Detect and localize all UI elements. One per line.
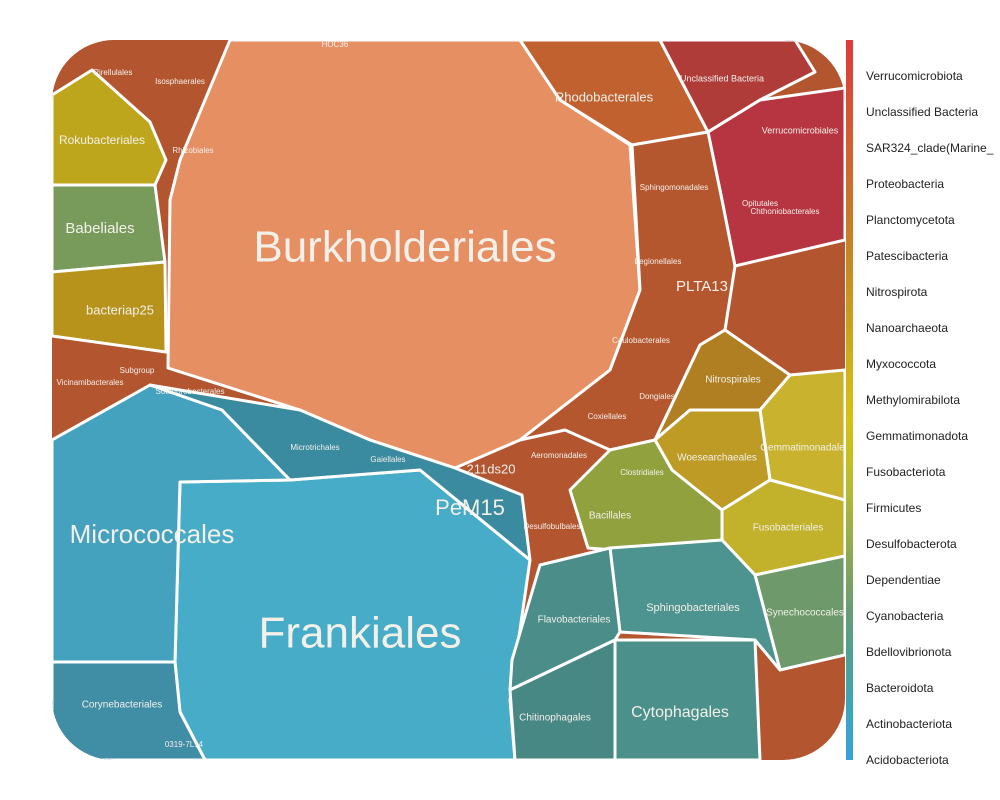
cell-label: Gemmatimonadales bbox=[760, 443, 849, 454]
legend-label: Actinobacteriota bbox=[866, 717, 952, 731]
cell bbox=[613, 638, 762, 760]
small-label: Pirellulales bbox=[94, 68, 133, 77]
cell bbox=[508, 638, 617, 760]
cell bbox=[52, 68, 168, 187]
small-label: Solirubrobacterales bbox=[156, 387, 225, 396]
cell-label: Rhodobacterales bbox=[555, 89, 654, 104]
cell-label: Flavobacteriales bbox=[538, 615, 611, 626]
small-label: Sphingomonadales bbox=[640, 183, 709, 192]
legend-label: Proteobacteria bbox=[866, 177, 944, 191]
cell bbox=[52, 260, 168, 354]
legend-label: SAR324_clade(Marine_ bbox=[866, 141, 994, 155]
cell bbox=[52, 660, 207, 760]
legend-label: Desulfobacterota bbox=[866, 537, 957, 551]
legend-label: Dependentiae bbox=[866, 573, 941, 587]
small-label: 211ds20 bbox=[467, 461, 516, 476]
small-label: Clostridiales bbox=[620, 468, 664, 477]
cell-label: Woesearchaeales bbox=[677, 453, 757, 464]
small-label: Rhizobiales bbox=[172, 146, 213, 155]
legend-label: Bdellovibrionota bbox=[866, 645, 952, 659]
small-label: Microtrichales bbox=[290, 443, 339, 452]
small-label: Vicinamibacterales bbox=[57, 378, 124, 387]
cell-label: Frankiales bbox=[259, 609, 462, 658]
cell-label: bacteriap25 bbox=[86, 302, 154, 317]
small-label: 0319-7L14 bbox=[165, 740, 204, 749]
legend-label: Nanoarchaeota bbox=[866, 321, 948, 335]
labels: Burkholderiales Frankiales Micrococcales Co… bbox=[57, 40, 850, 749]
small-label: Legionellales bbox=[635, 257, 682, 266]
legend-label: Verrucomicrobiota bbox=[866, 69, 963, 83]
cell-label: Micrococcales bbox=[70, 519, 235, 549]
cell-label: Unclassified Bacteria bbox=[680, 73, 764, 83]
legend-label: Firmicutes bbox=[866, 501, 921, 515]
cell-label: Bacillales bbox=[589, 511, 631, 522]
legend-label: Gemmatimonadota bbox=[866, 429, 968, 443]
small-label: Aeromonadales bbox=[531, 451, 587, 460]
legend-bar bbox=[846, 40, 853, 760]
cell-label: Chitinophagales bbox=[519, 713, 591, 724]
cells bbox=[52, 40, 845, 760]
small-label: Chthoniobacterales bbox=[751, 207, 820, 216]
legend-label: Patescibacteria bbox=[866, 249, 948, 263]
cell-label: Rokubacteriales bbox=[59, 133, 145, 147]
cell-label: Cytophagales bbox=[631, 704, 729, 721]
small-label: HOC36 bbox=[322, 40, 349, 49]
legend-label: Nitrospirota bbox=[866, 285, 928, 299]
legend-label: Planctomycetota bbox=[866, 213, 955, 227]
legend-label: Fusobacteriota bbox=[866, 465, 946, 479]
small-label: Dongiales bbox=[639, 392, 675, 401]
cell-label: PLTA13 bbox=[676, 278, 728, 295]
small-label: Desulfobulbales bbox=[524, 522, 581, 531]
small-label: Opitutales bbox=[742, 199, 778, 208]
legend-label: Bacteroidota bbox=[866, 681, 934, 695]
small-label: Isosphaerales bbox=[155, 77, 205, 86]
cell-label: Babeliales bbox=[65, 220, 134, 237]
cell-label: Synechococcales bbox=[766, 608, 844, 619]
legend-label: Myxococcota bbox=[866, 357, 936, 371]
small-label: Caulobacterales bbox=[612, 336, 670, 345]
small-label: Coxiellales bbox=[588, 412, 627, 421]
small-label: Subgroup bbox=[120, 366, 155, 375]
cell bbox=[148, 383, 532, 562]
legend-label: Unclassified Bacteria bbox=[866, 105, 978, 119]
cell bbox=[658, 40, 817, 134]
legend: Verrucomicrobiota Unclassified Bacteria SA… bbox=[866, 69, 994, 767]
legend-label: Cyanobacteria bbox=[866, 609, 944, 623]
cell-label: Corynebacteriales bbox=[82, 700, 163, 711]
legend-label: Methylomirabilota bbox=[866, 393, 960, 407]
cell-label: Sphingobacteriales bbox=[646, 602, 740, 614]
legend-label: Acidobacteriota bbox=[866, 753, 949, 767]
cell-label: Fusobacteriales bbox=[753, 523, 824, 534]
cell-label: PeM15 bbox=[435, 495, 505, 520]
cell-label: Burkholderiales bbox=[253, 223, 556, 272]
small-label: Gaiellales bbox=[370, 455, 405, 464]
cell-label: Nitrospirales bbox=[705, 375, 761, 386]
cell-label: Verrucomicrobiales bbox=[762, 125, 839, 135]
